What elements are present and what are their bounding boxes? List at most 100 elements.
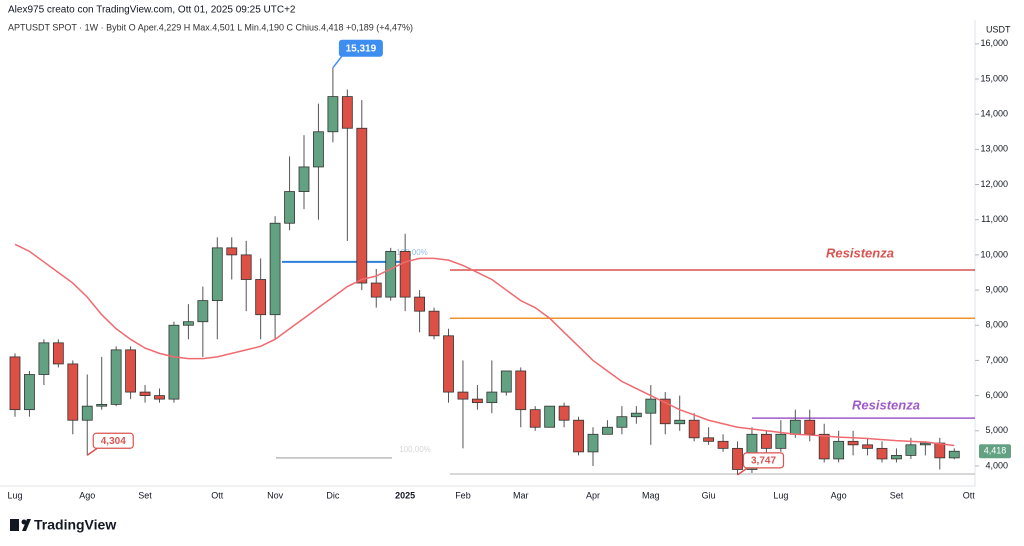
candle-body xyxy=(717,440,729,449)
candle-body xyxy=(284,191,295,224)
candle-body xyxy=(211,247,223,302)
marker-box xyxy=(742,452,785,469)
x-tick-label: 2025 xyxy=(395,490,415,500)
last-price-box xyxy=(979,444,1011,459)
candle-body xyxy=(81,405,93,421)
candle-body xyxy=(110,349,122,405)
level-label: 100,00% xyxy=(399,445,431,454)
marker-pointer xyxy=(332,54,344,69)
candle-body xyxy=(573,419,584,453)
candle-body xyxy=(327,96,339,133)
marker-label: 3,747 xyxy=(751,455,776,466)
x-tick-label: Mag xyxy=(642,490,660,500)
candle-body xyxy=(269,222,281,316)
x-tick-label: Set xyxy=(890,490,904,500)
candle-body xyxy=(558,405,570,421)
candle-body xyxy=(544,405,556,428)
candle-body xyxy=(645,398,657,414)
moving-average xyxy=(14,243,955,447)
x-tick-label: Ago xyxy=(79,490,95,500)
candle-body xyxy=(703,437,714,442)
y-tick-label: 15,000 xyxy=(980,73,1008,83)
candle-body xyxy=(226,247,238,256)
y-tick-label: 8,000 xyxy=(985,320,1008,330)
level-label: Resistenza xyxy=(826,245,894,260)
candle-body xyxy=(587,433,599,453)
candle-body xyxy=(630,412,642,418)
candle-body xyxy=(515,370,527,411)
candle-body xyxy=(804,419,816,435)
legend: APTUSDT SPOT · 1W · Bybit O Aper.4,229 H… xyxy=(8,22,413,32)
candle-body xyxy=(139,391,151,396)
candle-body xyxy=(313,131,324,168)
candle-body xyxy=(789,419,801,435)
x-tick-label: Apr xyxy=(586,490,600,500)
candle-body xyxy=(341,96,353,129)
candle-body xyxy=(96,403,108,407)
y-tick-label: 4,000 xyxy=(985,460,1008,470)
x-tick-label: Nov xyxy=(267,490,284,500)
x-tick-label: Ott xyxy=(211,490,224,500)
level-label: Resistenza xyxy=(852,397,920,412)
x-tick-label: Mar xyxy=(513,490,529,500)
marker-label: 4,304 xyxy=(101,436,126,447)
candle-body xyxy=(500,370,512,393)
candle-body xyxy=(876,447,888,460)
candle-body xyxy=(732,447,743,470)
candle-body xyxy=(443,335,454,393)
candle-body xyxy=(934,442,946,459)
x-tick-label: Set xyxy=(138,490,152,500)
candle-body xyxy=(471,398,483,404)
marker-box xyxy=(338,39,383,57)
candle-body xyxy=(833,440,845,460)
x-tick-label: Lug xyxy=(7,490,22,500)
candle-body xyxy=(616,416,628,428)
candle-body xyxy=(370,282,382,298)
brand: TradingView xyxy=(34,517,116,533)
candle-body xyxy=(905,444,917,456)
x-tick-label: Lug xyxy=(773,490,788,500)
y-tick-label: 13,000 xyxy=(980,144,1008,154)
candle-body xyxy=(38,342,50,375)
x-tick-label: Dic xyxy=(326,490,339,500)
candle-body xyxy=(775,433,787,449)
x-tick-label: Ott xyxy=(963,490,976,500)
candle-body xyxy=(240,254,252,280)
y-tick-label: 6,000 xyxy=(985,390,1008,400)
marker-label: 15,319 xyxy=(346,43,377,54)
last-price-label: 4,418 xyxy=(984,446,1007,456)
candle-body xyxy=(948,450,960,459)
y-axis-label: USDT xyxy=(986,24,1011,34)
candle-body xyxy=(602,426,613,435)
candle-body xyxy=(168,324,180,400)
logo: TradingView xyxy=(10,517,116,533)
candle-body xyxy=(399,250,411,298)
marker-box xyxy=(92,432,134,449)
level-label: 100,00% xyxy=(396,248,428,257)
candle-body xyxy=(457,391,469,400)
candle-body xyxy=(197,300,209,323)
y-tick-label: 10,000 xyxy=(980,249,1008,259)
candle-body xyxy=(52,342,64,365)
candle-body xyxy=(761,433,772,449)
candle-body xyxy=(9,356,21,411)
y-tick-label: 7,000 xyxy=(985,355,1008,365)
candle-body xyxy=(659,398,671,425)
y-tick-label: 9,000 xyxy=(985,284,1008,294)
candle-body xyxy=(847,440,859,446)
candle-body xyxy=(154,395,165,400)
candle-body xyxy=(385,250,397,298)
marker-pointer xyxy=(737,467,748,476)
header: Alex975 creato con TradingView.com, Ott … xyxy=(8,5,296,16)
candle-body xyxy=(298,166,310,192)
y-tick-label: 12,000 xyxy=(980,179,1008,189)
y-tick-label: 5,000 xyxy=(985,425,1008,435)
candle-body xyxy=(674,419,686,425)
candle-body xyxy=(891,454,902,460)
candle-body xyxy=(529,409,541,428)
x-tick-label: Ago xyxy=(831,490,847,500)
candle-body xyxy=(24,374,35,411)
y-tick-label: 11,000 xyxy=(981,214,1008,224)
candle-body xyxy=(688,419,700,439)
